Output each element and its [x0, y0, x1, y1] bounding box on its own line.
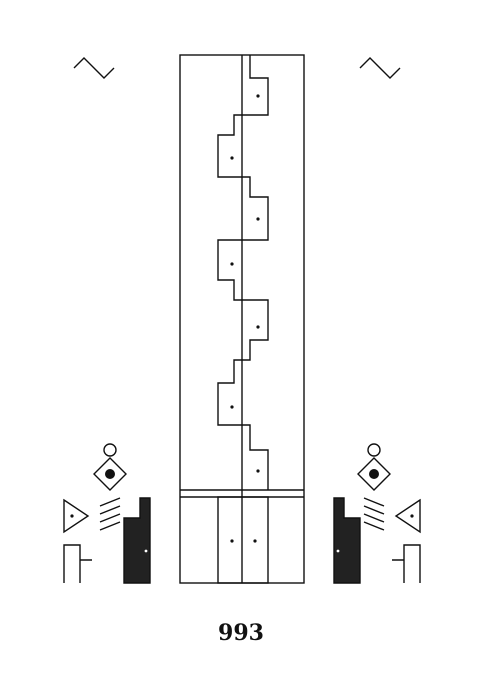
diamond-dot-icon: [357, 457, 391, 491]
triangle-center-dot-icon: [70, 514, 74, 518]
page-number: 993: [218, 620, 264, 646]
comb-icon: [363, 497, 385, 531]
step-line-icon: [392, 544, 421, 583]
diamond-center-dot-icon: [369, 469, 379, 479]
step-block-right: [242, 176, 269, 241]
block-dot-icon: [144, 549, 148, 553]
dot-icon: [230, 539, 234, 543]
triangle-center-dot-icon: [410, 514, 414, 518]
step-block-right: [242, 55, 269, 116]
zigzag-left-icon: [73, 57, 115, 79]
central-column: [179, 54, 305, 584]
block-dot-icon: [336, 549, 340, 553]
step-block-right: [242, 299, 269, 361]
step-block-left: [217, 239, 242, 301]
door-panel-outer: [217, 496, 269, 584]
dot-icon: [256, 325, 260, 329]
step-line-icon: [63, 544, 92, 583]
dot-icon: [230, 405, 234, 409]
step-block-left: [217, 359, 242, 426]
dot-icon: [256, 469, 260, 473]
stepped-blocks: [217, 55, 269, 490]
right-symbol-group: [333, 443, 421, 584]
comb-icon: [99, 497, 121, 531]
step-block-right: [242, 424, 269, 490]
left-symbol-group: [63, 443, 151, 584]
diamond-center-dot-icon: [105, 469, 115, 479]
dot-icon: [230, 262, 234, 266]
filled-notched-block-icon: [123, 497, 151, 584]
diamond-dot-icon: [93, 457, 127, 491]
column-base: [217, 496, 269, 584]
triangle-dot-icon: [394, 498, 421, 534]
triangle-dot-icon: [63, 498, 90, 534]
dot-icon: [256, 94, 260, 98]
dot-icon: [230, 156, 234, 160]
dot-icon: [256, 217, 260, 221]
filled-notched-block-icon: [333, 497, 361, 584]
circle-icon: [103, 443, 117, 457]
circle-icon: [367, 443, 381, 457]
dot-icon: [253, 539, 257, 543]
step-dots: [230, 94, 260, 473]
step-block-left: [217, 114, 242, 178]
zigzag-right-icon: [359, 57, 401, 79]
